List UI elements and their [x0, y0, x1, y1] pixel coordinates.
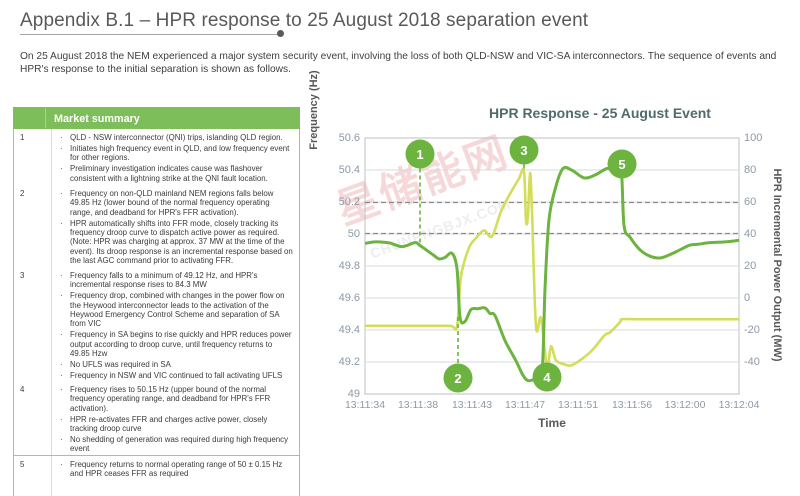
svg-text:49.2: 49.2: [339, 356, 360, 368]
svg-text:50.2: 50.2: [339, 196, 360, 208]
svg-text:49.6: 49.6: [339, 292, 360, 304]
svg-text:13:12:04: 13:12:04: [719, 399, 760, 411]
svg-text:20: 20: [744, 260, 756, 272]
svg-text:60: 60: [744, 196, 756, 208]
svg-text:2: 2: [454, 371, 461, 386]
svg-text:5: 5: [618, 157, 625, 172]
svg-text:1: 1: [416, 147, 423, 162]
svg-text:13:11:56: 13:11:56: [612, 399, 652, 411]
svg-text:13:11:51: 13:11:51: [558, 399, 598, 411]
svg-text:0: 0: [744, 292, 750, 304]
svg-text:4: 4: [543, 370, 551, 385]
svg-text:13:11:47: 13:11:47: [505, 399, 545, 411]
svg-text:100: 100: [744, 132, 762, 144]
svg-text:50.4: 50.4: [339, 164, 360, 176]
svg-text:13:12:00: 13:12:00: [665, 399, 706, 411]
svg-text:49.8: 49.8: [339, 260, 360, 272]
svg-text:13:11:43: 13:11:43: [452, 399, 492, 411]
svg-text:50: 50: [348, 228, 360, 240]
svg-text:13:11:34: 13:11:34: [345, 399, 385, 411]
svg-text:40: 40: [744, 228, 756, 240]
svg-text:80: 80: [744, 164, 756, 176]
svg-text:-20: -20: [744, 324, 760, 336]
svg-text:13:11:38: 13:11:38: [398, 399, 438, 411]
svg-text:Time: Time: [538, 416, 566, 430]
svg-text:49.4: 49.4: [339, 324, 360, 336]
svg-text:50.6: 50.6: [339, 132, 360, 144]
svg-text:3: 3: [520, 143, 527, 158]
svg-text:-40: -40: [744, 356, 760, 368]
